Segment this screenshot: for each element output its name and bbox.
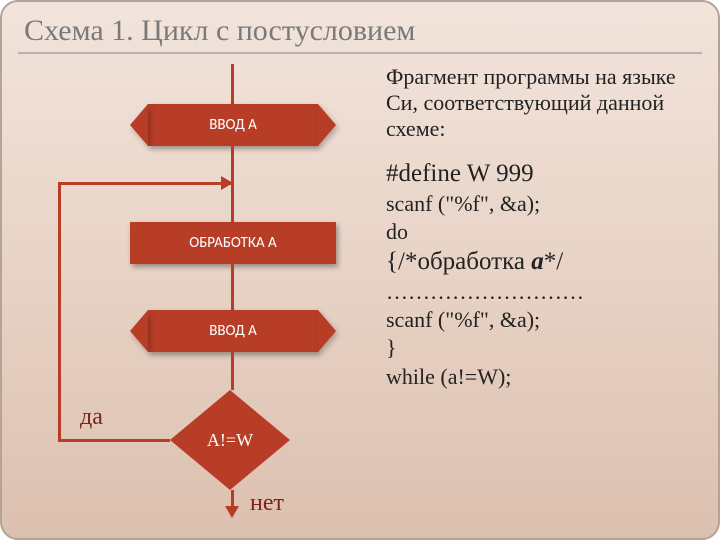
text-column: Фрагмент программы на языке Си, соответс…	[378, 62, 702, 518]
code-frag-bold: a	[531, 248, 544, 275]
arrow-icon	[221, 176, 233, 190]
connector-yes-v	[58, 182, 61, 442]
page: Схема 1. Цикл с постусловием ВВОД А ОБРА…	[0, 0, 720, 540]
code-line: ………………………	[386, 278, 702, 306]
code-line: {/*обработка a*/	[386, 246, 702, 278]
no-label: нет	[250, 490, 284, 517]
yes-label: да	[80, 404, 103, 431]
connector	[231, 64, 234, 104]
connector-yes-h	[58, 439, 170, 442]
io-label: ВВОД А	[209, 322, 257, 340]
io-input-a-1: ВВОД А	[148, 104, 318, 146]
connector	[231, 352, 234, 390]
page-title: Схема 1. Цикл с постусловием	[18, 14, 702, 48]
io-label: ВВОД А	[209, 116, 257, 134]
code-line: }	[386, 334, 702, 362]
process-label: ОБРАБОТКА А	[189, 234, 276, 252]
flowchart: ВВОД А ОБРАБОТКА А ВВОД А	[18, 62, 378, 518]
decision-label: A!=W	[170, 390, 290, 490]
code-line: #define W 999	[386, 158, 702, 190]
code-frag: {/*обработка	[386, 248, 531, 275]
process-a: ОБРАБОТКА А	[130, 222, 336, 264]
connector	[231, 264, 234, 310]
connector-loop-top	[58, 182, 231, 185]
code-line: do	[386, 218, 702, 246]
io-input-a-2: ВВОД А	[148, 310, 318, 352]
content-row: ВВОД А ОБРАБОТКА А ВВОД А	[18, 62, 702, 518]
title-underline	[18, 52, 702, 54]
code-line: scanf ("%f", &a);	[386, 190, 702, 218]
code-line: while (a!=W);	[386, 363, 702, 391]
decision-a-ne-w: A!=W	[170, 390, 290, 490]
code-frag: */	[544, 248, 563, 275]
code-block: #define W 999 scanf ("%f", &a); do {/*об…	[386, 158, 702, 391]
arrow-icon	[225, 506, 239, 518]
intro-text: Фрагмент программы на языке Си, соответс…	[386, 64, 702, 142]
code-line: scanf ("%f", &a);	[386, 306, 702, 334]
